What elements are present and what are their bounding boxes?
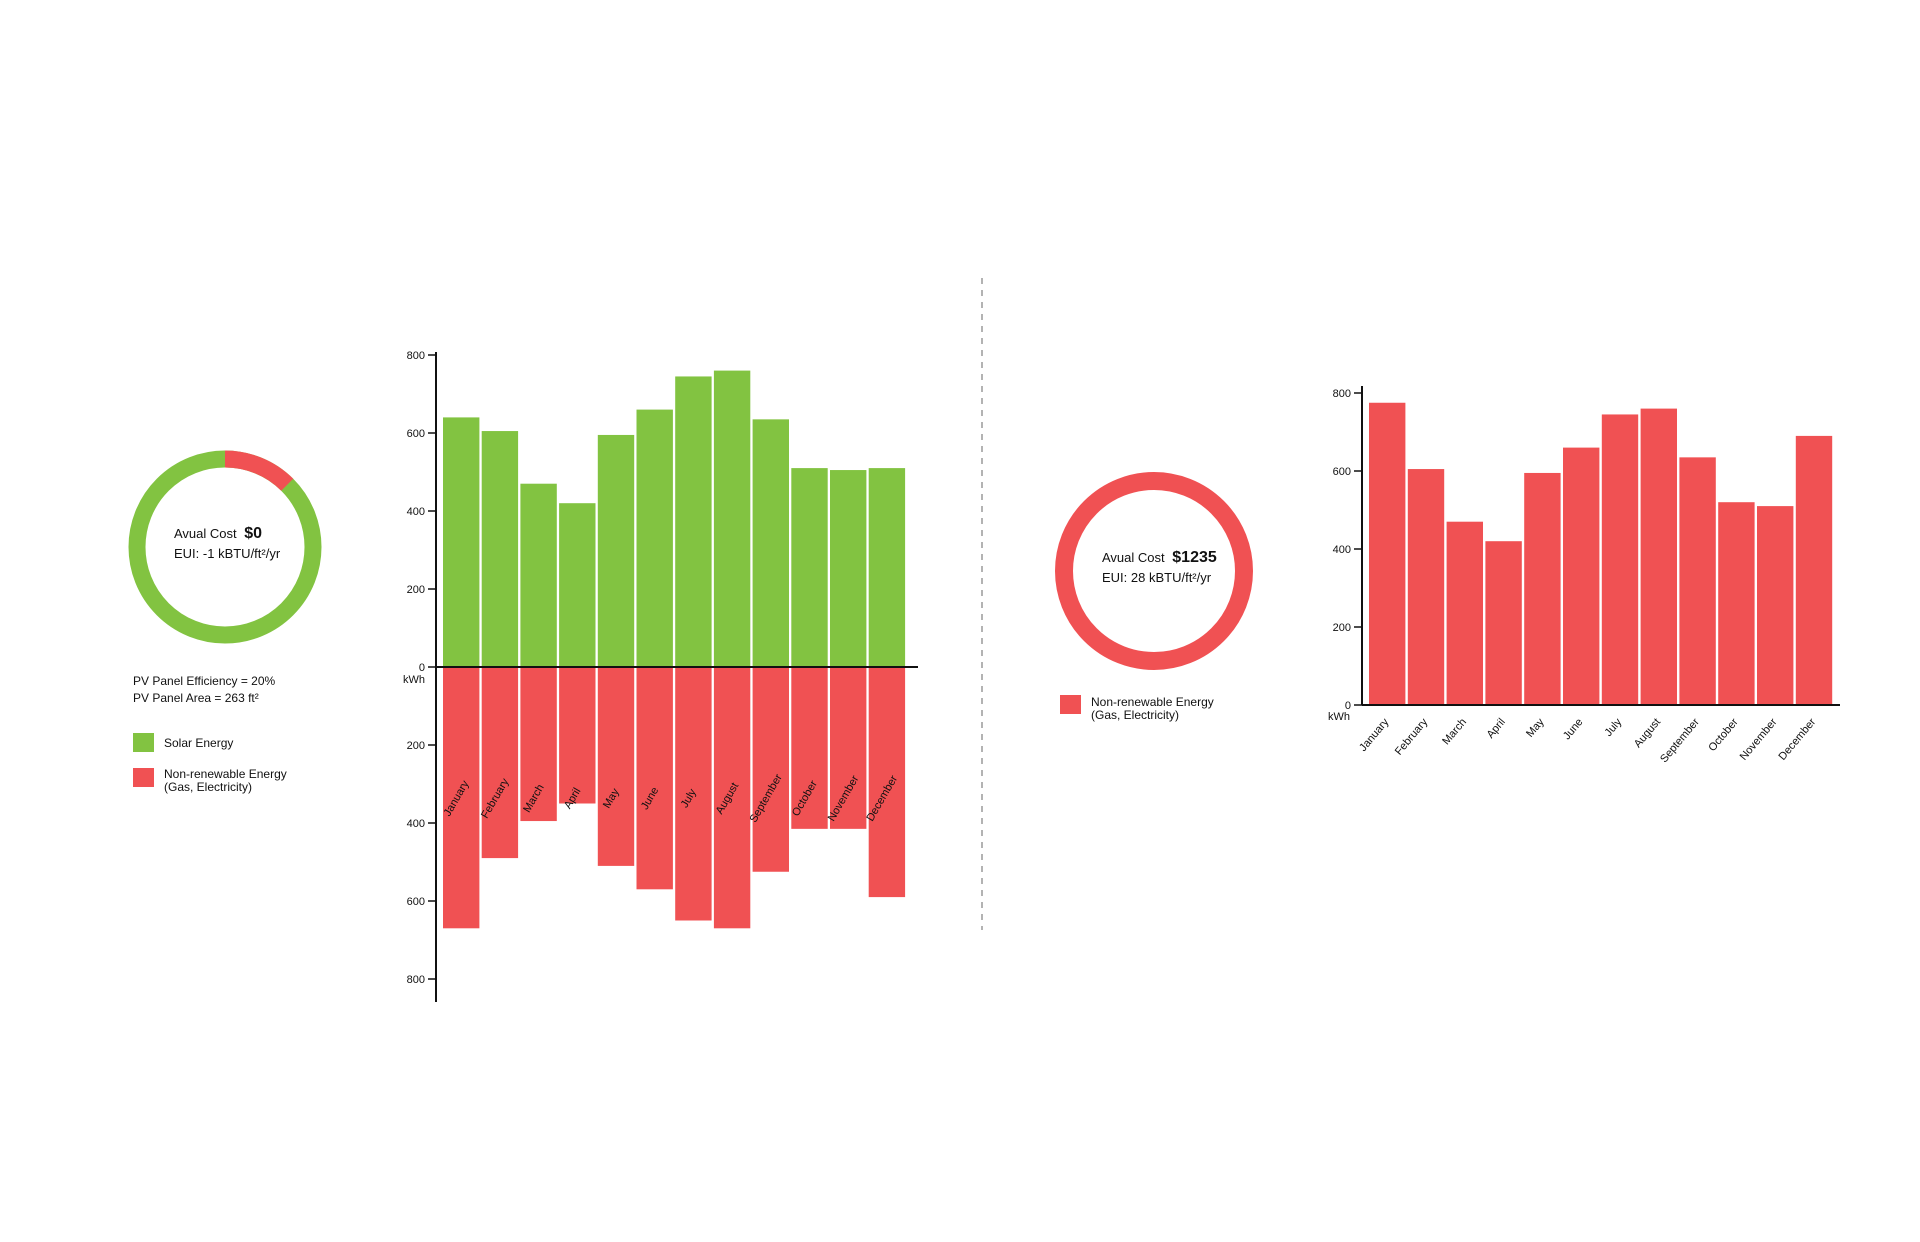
bar-solar-july: [675, 376, 712, 667]
y-tick-label: 600: [407, 428, 425, 440]
y-tick-label: 400: [407, 818, 425, 830]
left-eui-text: EUI: -1 kBTU/ft²/yr: [174, 546, 281, 561]
y-axis-label: kWh: [1328, 711, 1350, 723]
x-tick-label: February: [1393, 716, 1431, 758]
bar-solar-october: [791, 468, 828, 667]
bar-solar-april: [559, 503, 596, 667]
x-tick-label: August: [1632, 716, 1663, 750]
legend-swatch-nonrenewable: [133, 768, 154, 787]
x-tick-label: April: [1485, 716, 1508, 741]
bar-solar-may: [597, 434, 635, 667]
bar-nonrenewable-may: [597, 667, 635, 866]
left-legend: Solar Energy Non-renewable Energy (Gas, …: [133, 733, 287, 794]
bar-nonrenewable-july: [675, 667, 712, 921]
legend-swatch-nonrenewable: [1060, 695, 1081, 714]
x-tick-label: September: [1658, 716, 1702, 765]
right-cost-label: Avual Cost $1235: [1102, 549, 1217, 566]
bar-solar-august: [713, 370, 751, 667]
bar-solar-september: [752, 419, 789, 667]
right-donut: Avual Cost $1235 EUI: 28 kBTU/ft²/yr: [1055, 472, 1253, 670]
legend-sublabel-nonrenewable: (Gas, Electricity): [164, 780, 252, 794]
legend-swatch-solar: [133, 733, 154, 752]
bar-nonrenewable-february: [1407, 469, 1445, 705]
bar-nonrenewable-september: [1679, 457, 1716, 705]
y-tick-label: 0: [419, 662, 425, 674]
bar-solar-june: [636, 409, 673, 667]
donut-nonrenewable-arc: [224, 450, 294, 491]
y-tick-label: 600: [407, 896, 425, 908]
left-bar-chart: January February March April May June July Augu…: [403, 350, 918, 1002]
x-tick-label: July: [1603, 716, 1625, 739]
y-tick-label: 200: [1333, 622, 1351, 634]
y-axis-label: kWh: [403, 674, 425, 686]
y-tick-label: 800: [407, 974, 425, 986]
right-legend: Non-renewable Energy (Gas, Electricity): [1060, 695, 1214, 722]
right-cost-value: $1235: [1172, 549, 1217, 566]
bar-nonrenewable-november: [1757, 506, 1794, 705]
bar-solar-march: [520, 483, 557, 667]
x-tick-label: October: [1706, 716, 1741, 754]
donut-nonrenewable-ring: [1055, 472, 1253, 670]
x-tick-label: November: [1738, 716, 1780, 763]
bar-nonrenewable-december: [868, 667, 906, 898]
bar-nonrenewable-october: [791, 667, 828, 829]
left-donut: Avual Cost $0 EUI: -1 kBTU/ft²/yr: [128, 450, 322, 644]
left-cost-label: Avual Cost $0: [174, 525, 262, 542]
x-tick-label: June: [1561, 716, 1586, 742]
y-tick-label: 200: [407, 740, 425, 752]
x-tick-label: March: [1440, 716, 1469, 747]
bar-nonrenewable-february: [481, 667, 519, 859]
bar-solar-november: [830, 470, 867, 667]
legend-label-nonrenewable: Non-renewable Energy: [1091, 695, 1214, 709]
y-tick-label: 400: [407, 506, 425, 518]
bar-nonrenewable-december: [1795, 435, 1833, 705]
y-tick-label: 800: [1333, 388, 1351, 400]
bar-nonrenewable-july: [1601, 414, 1639, 705]
bar-nonrenewable-april: [1485, 541, 1522, 705]
bar-nonrenewable-june: [636, 667, 673, 890]
y-tick-label: 600: [1333, 466, 1351, 478]
legend-sublabel-nonrenewable: (Gas, Electricity): [1091, 708, 1179, 722]
y-tick-label: 200: [407, 584, 425, 596]
left-cost-value: $0: [244, 525, 262, 542]
y-tick-label: 400: [1333, 544, 1351, 556]
x-tick-label: May: [1524, 716, 1547, 740]
bar-nonrenewable-april: [559, 667, 596, 804]
x-tick-label: December: [1776, 716, 1818, 763]
x-tick-label: January: [1357, 716, 1392, 754]
y-tick-label: 0: [1345, 700, 1351, 712]
legend-label-solar: Solar Energy: [164, 736, 233, 750]
bar-nonrenewable-march: [520, 667, 557, 822]
right-bar-chart: January February March April May June July Augu…: [1328, 386, 1840, 765]
bar-nonrenewable-march: [1446, 521, 1483, 705]
bar-nonrenewable-may: [1524, 472, 1561, 705]
bar-nonrenewable-august: [713, 667, 751, 929]
bar-nonrenewable-november: [830, 667, 867, 829]
legend-label-nonrenewable: Non-renewable Energy: [164, 767, 287, 781]
bar-solar-december: [868, 468, 906, 667]
pv-efficiency-text: PV Panel Efficiency = 20%: [133, 674, 276, 688]
bar-nonrenewable-june: [1563, 447, 1600, 705]
bar-nonrenewable-october: [1718, 502, 1755, 705]
bar-nonrenewable-september: [752, 667, 789, 872]
y-tick-label: 800: [407, 350, 425, 362]
bar-solar-february: [481, 431, 519, 667]
bar-nonrenewable-january: [1369, 402, 1406, 705]
right-eui-text: EUI: 28 kBTU/ft²/yr: [1102, 570, 1212, 585]
bar-nonrenewable-august: [1640, 408, 1677, 705]
pv-area-text: PV Panel Area = 263 ft²: [133, 691, 259, 705]
bar-solar-january: [443, 417, 480, 667]
bar-nonrenewable-january: [443, 667, 480, 929]
